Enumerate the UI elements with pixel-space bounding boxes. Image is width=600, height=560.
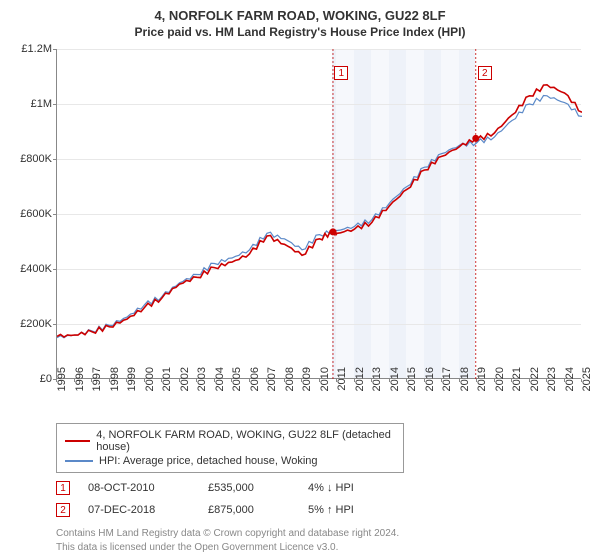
sale-row-marker: 2: [56, 503, 70, 517]
xtick-mark: [109, 379, 110, 382]
sale-row: 2 07-DEC-2018£875,0005% ↑ HPI: [56, 503, 588, 517]
xtick-mark: [179, 379, 180, 382]
xtick-mark: [529, 379, 530, 382]
chart-lines: [57, 49, 582, 379]
ytick-mark: [53, 49, 56, 50]
xtick-mark: [424, 379, 425, 382]
ytick-label: £600K: [12, 208, 52, 220]
sale-marker-dot: [329, 228, 336, 235]
page-title: 4, NORFOLK FARM ROAD, WOKING, GU22 8LF: [12, 8, 588, 23]
xtick-mark: [266, 379, 267, 382]
ytick-mark: [53, 214, 56, 215]
sale-delta: 5% ↑ HPI: [308, 504, 388, 516]
ytick-label: £400K: [12, 263, 52, 275]
xtick-mark: [126, 379, 127, 382]
ytick-mark: [53, 324, 56, 325]
sale-price: £535,000: [208, 482, 308, 494]
sale-row-marker: 1: [56, 481, 70, 495]
xtick-mark: [284, 379, 285, 382]
series-property: [57, 85, 582, 337]
ytick-mark: [53, 159, 56, 160]
legend: 4, NORFOLK FARM ROAD, WOKING, GU22 8LF (…: [56, 423, 404, 473]
legend-label: HPI: Average price, detached house, Woki…: [99, 455, 318, 467]
ytick-label: £0: [12, 373, 52, 385]
ytick-mark: [53, 269, 56, 270]
xtick-mark: [336, 379, 337, 382]
ytick-label: £1.2M: [12, 43, 52, 55]
xtick-mark: [441, 379, 442, 382]
xtick-mark: [581, 379, 582, 382]
xtick-mark: [371, 379, 372, 382]
xtick-mark: [231, 379, 232, 382]
xtick-mark: [459, 379, 460, 382]
sale-marker-callout: 1: [334, 66, 348, 80]
sale-row: 1 08-OCT-2010£535,0004% ↓ HPI: [56, 481, 588, 495]
legend-label: 4, NORFOLK FARM ROAD, WOKING, GU22 8LF (…: [96, 429, 395, 453]
xtick-mark: [564, 379, 565, 382]
ytick-label: £800K: [12, 153, 52, 165]
xtick-mark: [74, 379, 75, 382]
xtick-mark: [511, 379, 512, 382]
legend-row: 4, NORFOLK FARM ROAD, WOKING, GU22 8LF (…: [65, 428, 395, 454]
sale-marker-dot: [472, 135, 479, 142]
sale-marker-callout: 2: [478, 66, 492, 80]
plot-area: [56, 49, 581, 379]
xtick-mark: [301, 379, 302, 382]
sale-date: 08-OCT-2010: [88, 482, 208, 494]
footnote-line: Contains HM Land Registry data © Crown c…: [56, 528, 399, 539]
footnote: Contains HM Land Registry data © Crown c…: [56, 527, 588, 554]
series-hpi: [57, 96, 582, 338]
ytick-label: £200K: [12, 318, 52, 330]
footnote-line: This data is licensed under the Open Gov…: [56, 542, 338, 553]
sales-list: 1 08-OCT-2010£535,0004% ↓ HPI 2 07-DEC-2018…: [12, 481, 588, 517]
xtick-mark: [144, 379, 145, 382]
xtick-mark: [161, 379, 162, 382]
xtick-label: 2025: [581, 367, 600, 397]
ytick-label: £1M: [12, 98, 52, 110]
xtick-mark: [56, 379, 57, 382]
xtick-mark: [546, 379, 547, 382]
xtick-mark: [319, 379, 320, 382]
xtick-mark: [214, 379, 215, 382]
legend-swatch: [65, 440, 90, 442]
xtick-mark: [406, 379, 407, 382]
xtick-mark: [389, 379, 390, 382]
sale-delta: 4% ↓ HPI: [308, 482, 388, 494]
page-subtitle: Price paid vs. HM Land Registry's House …: [12, 25, 588, 39]
legend-row: HPI: Average price, detached house, Woki…: [65, 454, 395, 468]
ytick-mark: [53, 104, 56, 105]
sale-date: 07-DEC-2018: [88, 504, 208, 516]
xtick-mark: [476, 379, 477, 382]
xtick-mark: [494, 379, 495, 382]
xtick-mark: [91, 379, 92, 382]
xtick-mark: [354, 379, 355, 382]
xtick-mark: [196, 379, 197, 382]
price-chart: £0£200K£400K£600K£800K£1M£1.2M 199519961…: [12, 45, 588, 415]
xtick-mark: [249, 379, 250, 382]
sale-price: £875,000: [208, 504, 308, 516]
legend-swatch: [65, 460, 93, 462]
